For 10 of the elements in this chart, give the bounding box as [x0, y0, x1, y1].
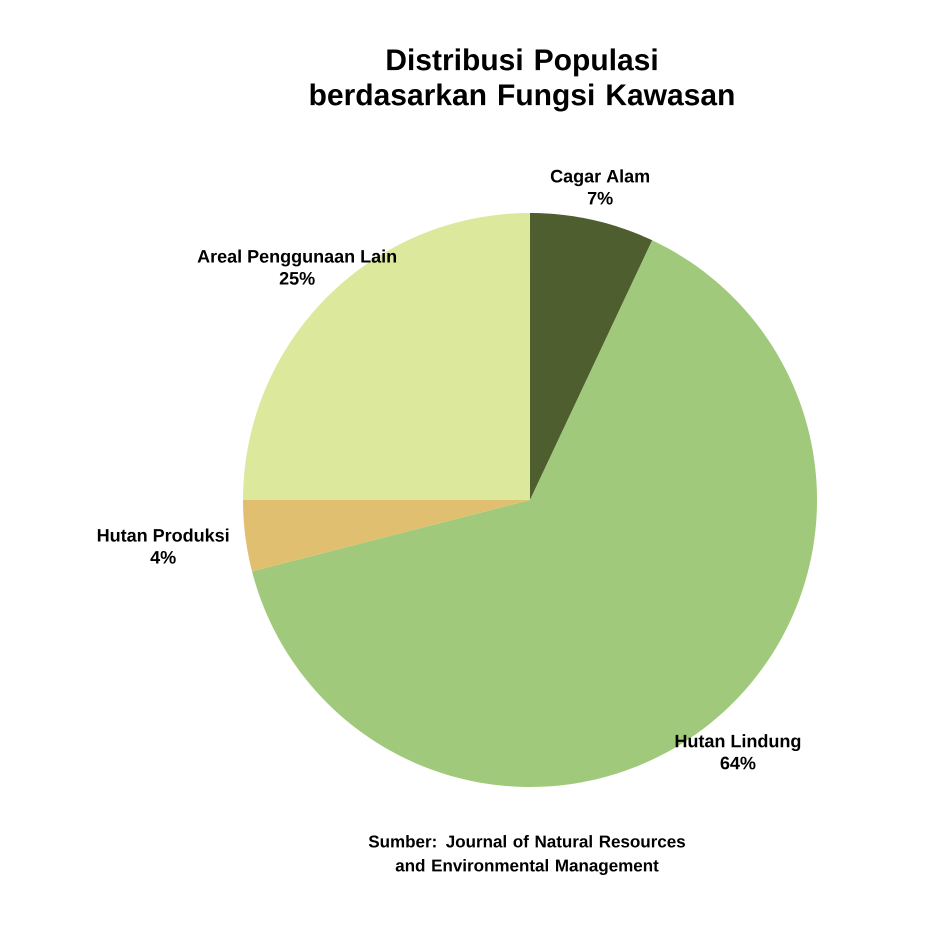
data-label: 64% [720, 756, 756, 770]
data-label: 7% [588, 192, 613, 204]
data-label: 25% [280, 272, 315, 285]
slice-label: Cagar Alam [550, 169, 650, 186]
slice-label: Hutan Produksi [98, 528, 228, 542]
slice-label: Hutan Lindung [676, 734, 800, 752]
slice-label: Areal Penggunaan Lain [198, 250, 396, 266]
data-label: 4% [150, 551, 176, 564]
chart-title: Distribusi Populasi berdasarkan Fungsi Kawasan [310, 48, 734, 112]
text: Sumber: Journal of Natural Resources and Environmental Management [368, 835, 685, 875]
